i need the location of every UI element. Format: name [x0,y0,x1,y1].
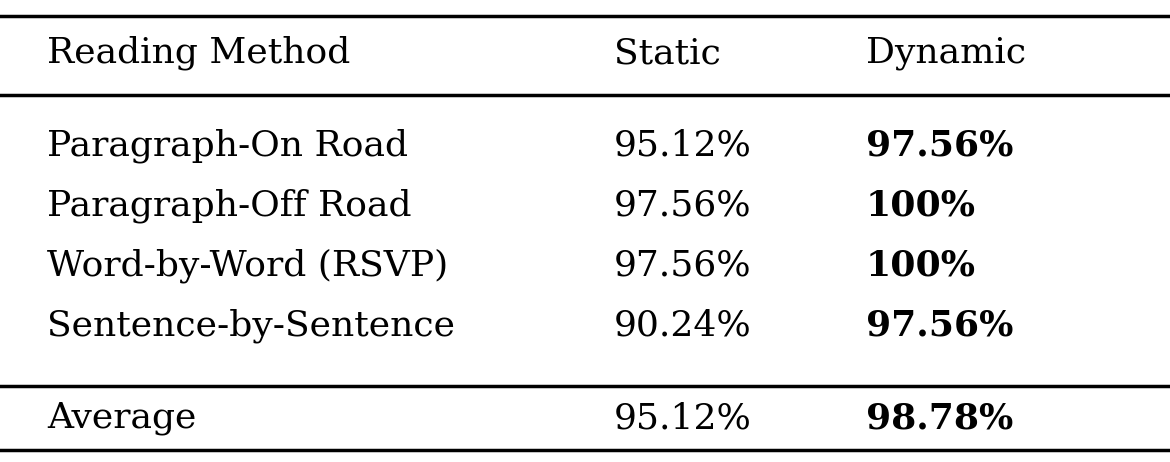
Text: 97.56%: 97.56% [614,249,752,283]
Text: Sentence-by-Sentence: Sentence-by-Sentence [47,309,455,343]
Text: Average: Average [47,401,197,435]
Text: 95.12%: 95.12% [614,128,752,163]
Text: 97.56%: 97.56% [614,188,752,223]
Text: Word-by-Word (RSVP): Word-by-Word (RSVP) [47,249,448,283]
Text: 97.56%: 97.56% [866,309,1013,343]
Text: Paragraph-On Road: Paragraph-On Road [47,128,408,163]
Text: 90.24%: 90.24% [614,309,752,343]
Text: 100%: 100% [866,249,976,283]
Text: 100%: 100% [866,188,976,223]
Text: Static: Static [614,36,721,70]
Text: 98.78%: 98.78% [866,401,1013,435]
Text: 95.12%: 95.12% [614,401,752,435]
Text: Dynamic: Dynamic [866,36,1026,70]
Text: 97.56%: 97.56% [866,128,1013,163]
Text: Reading Method: Reading Method [47,36,350,70]
Text: Paragraph-Off Road: Paragraph-Off Road [47,188,412,223]
